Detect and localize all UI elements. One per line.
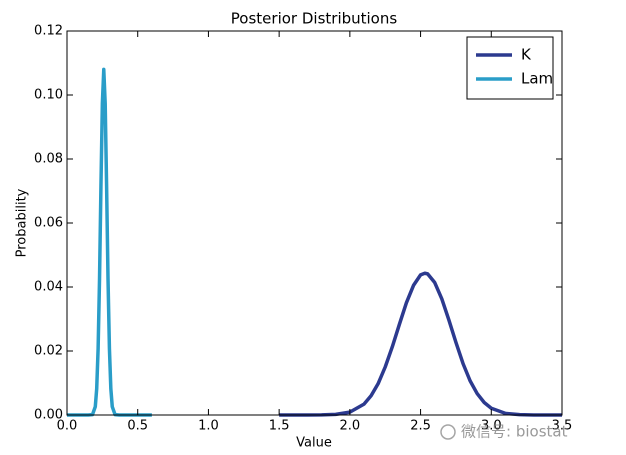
x-tick-label: 2.5 [410, 419, 431, 434]
y-axis-label: Probability [15, 188, 30, 257]
legend-frame [466, 36, 554, 100]
x-tick-label: 0.5 [127, 419, 148, 434]
legend-label: Lam [521, 70, 553, 88]
chart-title: Posterior Distributions [231, 10, 398, 28]
y-tick-label: 0.12 [34, 24, 63, 39]
x-tick-label: 1.0 [198, 419, 219, 434]
y-tick-label: 0.10 [34, 88, 63, 103]
x-tick-label: 0.0 [57, 419, 78, 434]
y-tick-label: 0.08 [34, 152, 63, 167]
y-tick-label: 0.06 [34, 216, 63, 231]
line-series [67, 67, 152, 417]
plot-area: 0.0 0.5 1.0 1.5 2.0 2.5 3.0 3.5 0.00 0.02 0.04 0.06… [34, 24, 572, 434]
watermark-icon [440, 424, 456, 440]
y-tick-label: 0.00 [34, 408, 63, 423]
x-axis-label: Value [296, 436, 332, 451]
watermark-text: 微信号: biostat [461, 423, 568, 441]
y-tick-label: 0.02 [34, 344, 63, 359]
line-series [279, 271, 562, 417]
x-tick-label: 3.5 [552, 419, 573, 434]
x-tick-label: 2.0 [340, 419, 361, 434]
legend: K Lam [466, 36, 554, 100]
watermark: 微信号: biostat [440, 423, 568, 441]
x-tick-label: 3.0 [481, 419, 502, 434]
y-tick-label: 0.04 [34, 280, 63, 295]
legend-label: K [521, 46, 532, 64]
x-tick-label: 1.5 [269, 419, 290, 434]
